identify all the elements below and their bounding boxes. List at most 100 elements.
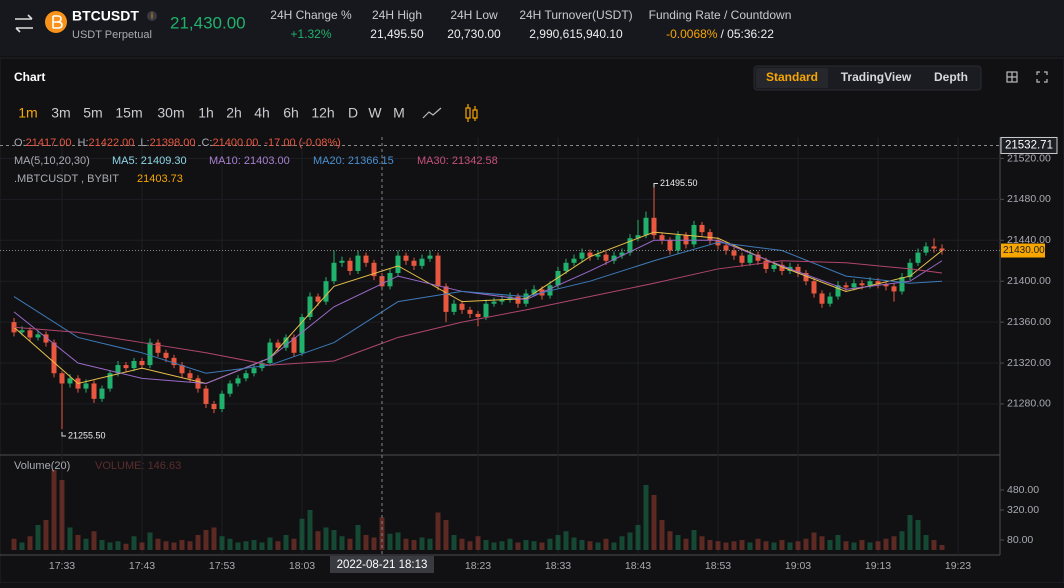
ohlc-part: 21398.00 (150, 137, 196, 149)
candle-icon[interactable] (465, 104, 478, 122)
volume-bar (187, 541, 193, 550)
x-tick-label: 17:53 (209, 560, 235, 572)
volume-bar (459, 538, 465, 550)
volume-bar (587, 541, 593, 550)
interval[interactable]: 4h (254, 105, 270, 121)
interval[interactable]: W (368, 105, 382, 121)
annotation-label: 21495.50 (660, 178, 698, 188)
volume-bar (515, 542, 521, 550)
candle-body (867, 281, 873, 286)
candle-body (27, 330, 33, 338)
interval[interactable]: 12h (311, 105, 334, 121)
volume-bar (51, 470, 57, 550)
ohlc-part: O: (14, 137, 26, 149)
candle-body (43, 334, 49, 343)
volume-bar (275, 541, 281, 550)
interval[interactable]: M (393, 105, 405, 121)
volume-bar (563, 531, 569, 550)
ohlc-part: -17.00 (-0.08%) (264, 137, 340, 149)
candle-body (915, 252, 921, 263)
candle-body (467, 309, 473, 314)
interval[interactable]: 1h (198, 105, 214, 121)
ma-title: MA(5,10,20,30) (14, 155, 90, 167)
symbol: BTCUSDT (72, 8, 139, 24)
interval[interactable]: 1m (18, 105, 37, 121)
candle-body (491, 301, 497, 304)
tab[interactable]: Depth (934, 70, 968, 84)
volume-bar (99, 540, 105, 550)
crosshair-time: 2022-08-21 18:13 (337, 559, 428, 571)
candle-body (619, 252, 625, 256)
volume-bar (859, 540, 865, 550)
interval[interactable]: 30m (157, 105, 184, 121)
volume-bar (659, 520, 665, 550)
volume-bar (579, 540, 585, 550)
candle-body (723, 245, 729, 251)
tab[interactable]: Standard (766, 70, 818, 84)
line-chart-icon[interactable] (422, 107, 442, 119)
volume-bar (243, 541, 249, 550)
stat-value: 21,495.50 (370, 27, 424, 41)
candle-body (59, 373, 65, 384)
candle-body (499, 299, 505, 302)
interval[interactable]: D (348, 105, 358, 121)
volume-value: VOLUME: 146.63 (95, 460, 181, 472)
candle-body (883, 284, 889, 287)
candle-body (51, 342, 57, 374)
candle-body (299, 317, 305, 353)
ohlc-part: L: (140, 137, 149, 149)
volume-bar (731, 541, 737, 550)
volume-bar (443, 520, 449, 550)
y-tick-label: 21320.00 (1007, 357, 1051, 369)
volume-bar (523, 540, 529, 550)
candle-body (651, 217, 657, 236)
volume-bar (483, 540, 489, 550)
interval[interactable]: 15m (115, 105, 142, 121)
volume-bar (131, 536, 137, 550)
candle-body (595, 254, 601, 257)
volume-bar (27, 536, 33, 550)
volume-bar (915, 520, 921, 550)
volume-bar (595, 542, 601, 550)
volume-bar (499, 541, 505, 550)
x-tick-label: 18:33 (545, 560, 571, 572)
candle-body (131, 360, 137, 369)
ma-line (13, 260, 943, 366)
volume-bar (691, 530, 697, 550)
x-tick-label: 17:33 (49, 560, 75, 572)
x-tick-label: 18:53 (705, 560, 731, 572)
volume-bar (467, 541, 473, 550)
candle-body (795, 266, 801, 274)
candle-body (507, 296, 513, 300)
volume-bar (371, 537, 377, 550)
candle-body (931, 246, 937, 249)
volume-bar (707, 540, 713, 550)
volume-bar (347, 538, 353, 550)
stat-label: 24H Change % (270, 8, 352, 22)
swap-icon[interactable] (15, 14, 33, 33)
candle-body (411, 260, 417, 266)
tab[interactable]: TradingView (841, 70, 912, 84)
candle-body (691, 224, 697, 245)
interval[interactable]: 6h (283, 105, 299, 121)
interval[interactable]: 3m (51, 105, 70, 121)
volume-bar (283, 535, 289, 550)
volume-bar (747, 542, 753, 550)
info-badge[interactable] (147, 11, 157, 21)
interval[interactable]: 2h (226, 105, 242, 121)
volume-bar (35, 525, 41, 550)
interval[interactable]: 5m (83, 105, 102, 121)
volume-bar (75, 535, 81, 550)
ohlc-legend: O:21417.00 H:21422.00 L:21398.00 C:21400.00… (14, 137, 341, 149)
fullscreen-icon[interactable] (1036, 71, 1048, 83)
layout-icon[interactable] (1006, 71, 1018, 83)
arrow (15, 27, 33, 33)
volume-bar (755, 538, 761, 550)
volume-bar (539, 542, 545, 550)
volume-bar (491, 542, 497, 550)
volume-bar (787, 542, 793, 550)
candle-body (323, 281, 329, 302)
volume-bar (939, 545, 945, 550)
ma-label: MA30: 21342.58 (417, 155, 498, 167)
volume-bar (299, 518, 305, 550)
